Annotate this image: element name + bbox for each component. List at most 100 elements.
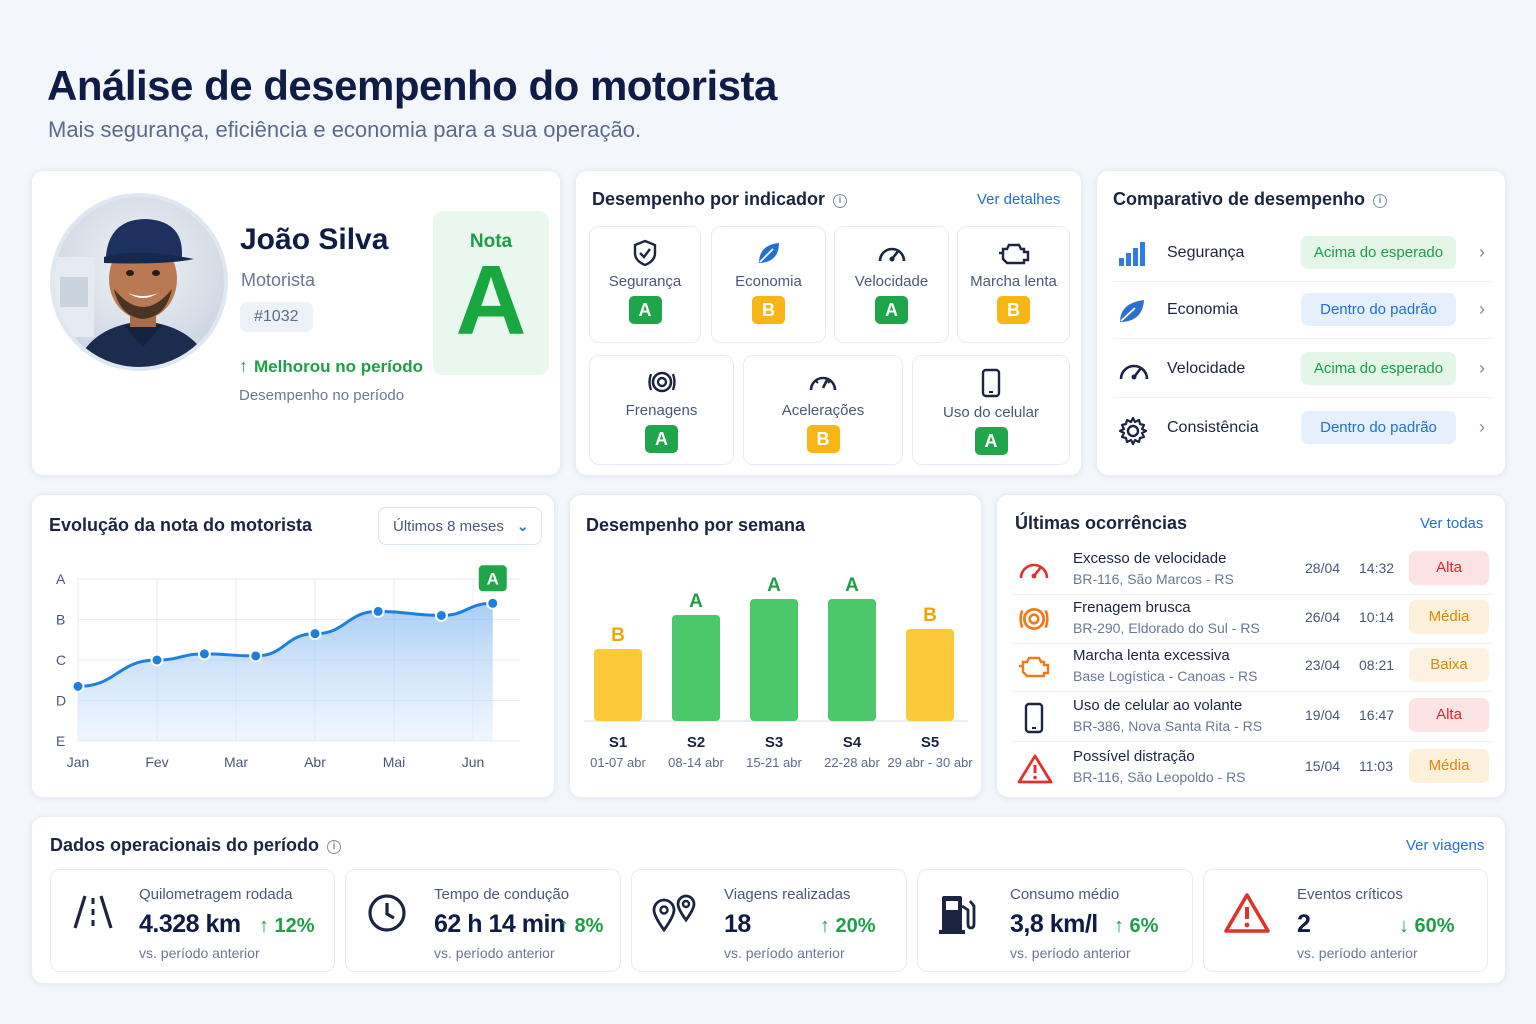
ver-detalhes-link[interactable]: Ver detalhes <box>977 191 1061 208</box>
gear-icon <box>1118 416 1148 446</box>
list-item[interactable]: Possível distração BR-116, São Leopoldo … <box>1011 743 1491 793</box>
phone-icon <box>981 368 1001 398</box>
data-point[interactable] <box>371 604 385 618</box>
severity-badge: Alta <box>1409 698 1489 732</box>
occurrence-date: 23/04 <box>1305 657 1341 673</box>
info-icon[interactable]: i <box>833 194 848 208</box>
data-point[interactable] <box>71 679 85 693</box>
indicators-title: Desempenho por indicador i <box>592 189 848 210</box>
grade-badge: A <box>875 296 908 324</box>
data-point[interactable] <box>308 627 322 641</box>
kpi-quilometragem: Quilometragem rodada 4.328 km ↑ 12% vs. … <box>50 869 335 972</box>
occurrence-title: Possível distração <box>1073 748 1195 765</box>
operational-title-text: Dados operacionais do período <box>50 835 320 855</box>
occurrence-title: Uso de celular ao volante <box>1073 697 1243 714</box>
severity-badge: Média <box>1409 600 1489 634</box>
chevron-down-icon: ⌄ <box>516 518 529 535</box>
indicator-tile-uso-do-celular[interactable]: Uso do celular A <box>912 355 1070 465</box>
severity-badge: Baixa <box>1409 648 1489 682</box>
comparison-title-text: Comparativo de desempenho <box>1113 189 1366 209</box>
driver-name: João Silva <box>240 223 389 256</box>
arrow-up-icon: ↑ <box>239 356 248 376</box>
info-icon[interactable]: i <box>327 840 342 854</box>
indicator-tile-seguranca[interactable]: Segurança A <box>589 226 701 343</box>
grade-badge: A <box>645 425 678 453</box>
comparison-row-seguranca[interactable]: Segurança Acima do esperado › <box>1113 226 1491 282</box>
x-tick-label: Jan <box>67 754 90 770</box>
page-title: Análise de desempenho do motorista <box>47 62 777 109</box>
occurrence-location: Base Logística - Canoas - RS <box>1073 668 1258 684</box>
score-grade: A <box>455 245 527 355</box>
comparison-row-economia[interactable]: Economia Dentro do padrão › <box>1113 283 1491 339</box>
week-bar[interactable] <box>594 649 642 721</box>
last-grade-badge <box>478 565 507 592</box>
chevron-right-icon[interactable]: › <box>1479 417 1485 437</box>
page-subtitle: Mais segurança, eficiência e economia pa… <box>48 117 642 142</box>
week-bar[interactable] <box>672 615 720 721</box>
indicator-tile-frenagens[interactable]: Frenagens A <box>589 355 734 465</box>
week-bar[interactable] <box>750 599 798 721</box>
engine-icon <box>1019 656 1050 678</box>
kpi-consumo: Consumo médio 3,8 km/l ↑ 6% vs. período … <box>917 869 1193 972</box>
list-item[interactable]: Frenagem brusca BR-290, Eldorado do Sul … <box>1011 594 1491 644</box>
grade-badge: A <box>628 296 662 324</box>
road-icon <box>73 895 113 929</box>
indicator-tile-aceleracoes[interactable]: Acelerações B <box>743 355 903 465</box>
chevron-right-icon[interactable]: › <box>1479 242 1485 262</box>
comparison-label: Segurança <box>1167 244 1245 261</box>
warning-icon <box>1224 893 1270 933</box>
kpi-label: Viagens realizadas <box>724 886 851 903</box>
occurrence-date: 26/04 <box>1305 609 1341 625</box>
score-label: Nota <box>469 231 513 252</box>
data-point[interactable] <box>486 596 500 610</box>
x-tick-label: S2 <box>687 734 705 751</box>
ver-todas-link[interactable]: Ver todas <box>1420 515 1484 532</box>
last-grade-text: A <box>487 569 499 588</box>
engine-icon <box>998 243 1029 265</box>
speedometer-icon <box>1119 364 1149 380</box>
indicator-label: Segurança <box>608 273 682 290</box>
fuel-pump-icon <box>939 896 976 934</box>
bar-grade-label: A <box>845 575 859 596</box>
occurrence-title: Marcha lenta excessiva <box>1073 647 1230 664</box>
grade-badge: B <box>752 296 785 324</box>
warning-icon <box>1017 754 1053 784</box>
period-select[interactable]: Últimos 8 meses ⌄ <box>378 507 542 545</box>
data-point[interactable] <box>150 653 164 667</box>
chevron-right-icon[interactable]: › <box>1479 299 1485 319</box>
occurrence-location: BR-116, São Marcos - RS <box>1073 571 1234 587</box>
shield-icon <box>633 239 657 267</box>
comparison-row-velocidade[interactable]: Velocidade Acima do esperado › <box>1113 342 1491 398</box>
score-box: Nota A <box>433 211 549 375</box>
occurrences-card: Últimas ocorrências Ver todas Excesso de… <box>996 494 1506 798</box>
occurrence-time: 11:03 <box>1359 758 1393 774</box>
list-item[interactable]: Excesso de velocidade BR-116, São Marcos… <box>1011 545 1491 595</box>
kpi-change: ↑ 6% <box>1114 915 1159 937</box>
data-point[interactable] <box>249 649 263 663</box>
brake-icon <box>647 371 676 393</box>
week-bar[interactable] <box>906 629 954 721</box>
avatar <box>50 193 228 371</box>
x-subtick-label: 08-14 abr <box>668 755 724 770</box>
list-item[interactable]: Marcha lenta excessiva Base Logística - … <box>1011 642 1491 692</box>
indicator-tile-economia[interactable]: Economia B <box>711 226 826 343</box>
indicator-tile-marcha-lenta[interactable]: Marcha lenta B <box>957 226 1070 343</box>
x-subtick-label: 15-21 abr <box>746 755 802 770</box>
indicators-card: Desempenho por indicador i Ver detalhes S… <box>575 170 1082 476</box>
bar-grade-label: B <box>923 605 937 626</box>
x-tick-label: Mar <box>224 754 248 770</box>
kpi-compare: vs. período anterior <box>724 945 845 961</box>
comparison-card: Comparativo de desempenho i Segurança Aci… <box>1096 170 1506 476</box>
week-bar[interactable] <box>828 599 876 721</box>
data-point[interactable] <box>434 608 448 622</box>
bar-chart-icon <box>1119 242 1145 266</box>
kpi-value: 62 h 14 min <box>434 910 565 938</box>
list-item[interactable]: Uso de celular ao volante BR-386, Nova S… <box>1011 692 1491 742</box>
ver-viagens-link[interactable]: Ver viagens <box>1406 837 1485 854</box>
driver-id-badge: #1032 <box>240 302 313 332</box>
comparison-row-consistencia[interactable]: Consistência Dentro do padrão › <box>1113 401 1491 457</box>
info-icon[interactable]: i <box>1373 194 1388 208</box>
data-point[interactable] <box>197 647 211 661</box>
indicator-tile-velocidade[interactable]: Velocidade A <box>834 226 949 343</box>
chevron-right-icon[interactable]: › <box>1479 358 1485 378</box>
